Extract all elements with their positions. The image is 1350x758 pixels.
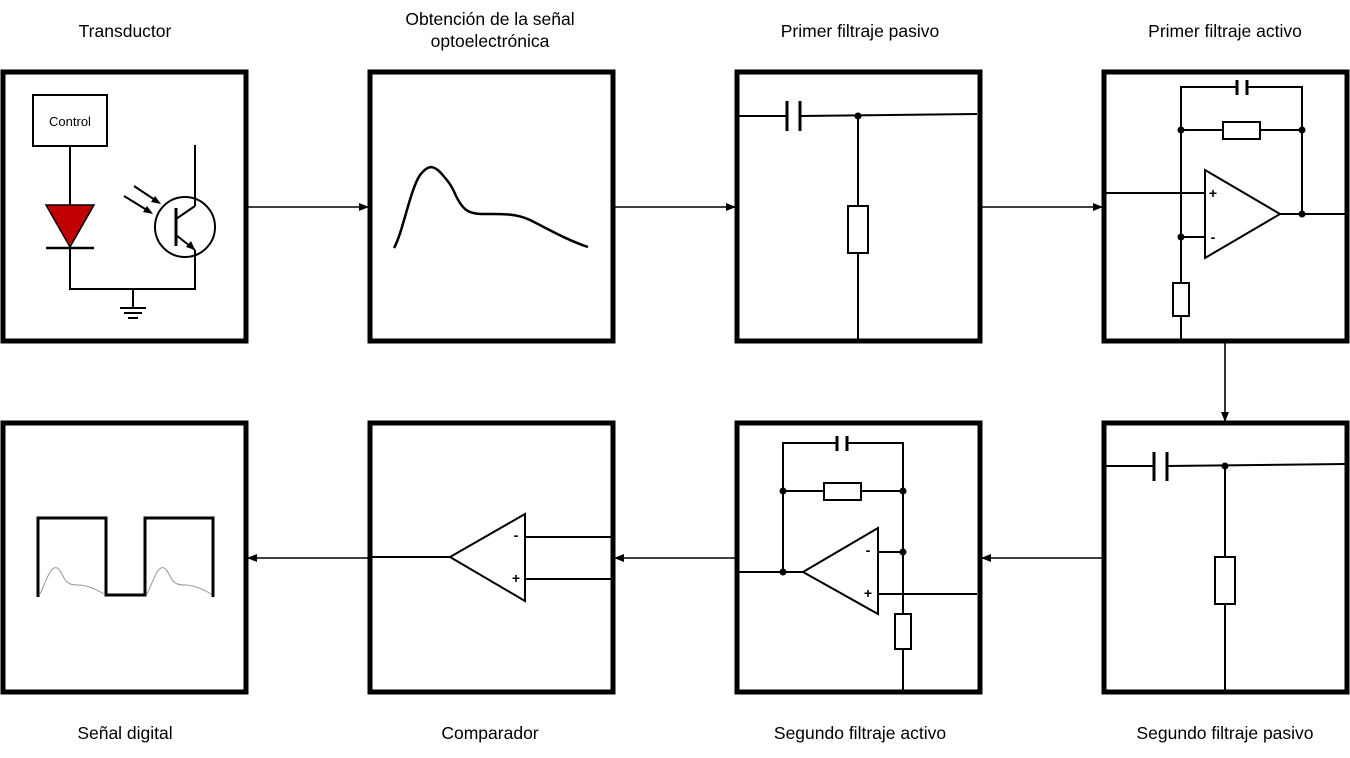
- led-icon: [44, 204, 96, 249]
- label-obtencion-line1: Obtención de la señal: [405, 9, 575, 29]
- comparator-circuit: [372, 512, 611, 603]
- label-segundo-filtraje-pasivo: Segundo filtraje pasivo: [1136, 723, 1314, 743]
- block-senal-digital: [0, 420, 249, 695]
- opamp-plus-sign: +: [864, 585, 872, 601]
- block-comparador: [367, 420, 616, 695]
- analog-overlay-waveform: [146, 567, 212, 595]
- passive-filter-2: [1106, 452, 1346, 690]
- opamp-minus-sign: -: [1211, 229, 1216, 245]
- label-obtencion: Obtención de la señal optoelectrónica: [330, 8, 650, 52]
- block-transductor: [0, 69, 249, 344]
- resistor-icon: [847, 205, 869, 254]
- label-senal-digital: Señal digital: [77, 723, 173, 743]
- label-primer-filtraje-activo: Primer filtraje activo: [1148, 21, 1302, 41]
- label-primer-filtraje-pasivo: Primer filtraje pasivo: [780, 21, 940, 41]
- resistor-icon: [823, 482, 862, 501]
- label-comparador: Comparador: [441, 723, 539, 743]
- opamp-minus-sign: -: [866, 542, 871, 558]
- passive-filter-1: [739, 101, 978, 339]
- phototransistor-icon: [154, 196, 216, 258]
- block-segundo-filtraje-pasivo: [1101, 420, 1350, 695]
- comparator-opamp-icon: [448, 512, 526, 603]
- control-label: Control: [49, 114, 91, 129]
- resistor-icon: [1172, 282, 1190, 317]
- resistor-icon: [894, 613, 912, 650]
- label-obtencion-line2: optoelectrónica: [430, 31, 550, 51]
- block-primer-filtraje-activo: [1101, 69, 1350, 344]
- resistor-icon: [1222, 121, 1261, 140]
- transducer-circuit: [32, 94, 216, 319]
- block-obtencion: [367, 69, 616, 344]
- active-filter-2: [739, 436, 977, 690]
- active-filter-1: [1106, 80, 1345, 339]
- control-box: [32, 94, 108, 147]
- opamp-icon: [1204, 168, 1282, 260]
- block-segundo-filtraje-activo: [734, 420, 983, 695]
- label-segundo-filtraje-activo: Segundo filtraje activo: [773, 723, 947, 743]
- resistor-icon: [1214, 556, 1236, 605]
- block-primer-filtraje-pasivo: [734, 69, 983, 344]
- optoelectronic-waveform: [392, 165, 589, 249]
- opamp-plus-sign: +: [1209, 185, 1217, 201]
- label-transductor: Transductor: [78, 21, 172, 41]
- digital-square-wave: [36, 516, 215, 597]
- comparator-plus-sign: +: [512, 570, 520, 586]
- opamp-icon: [800, 526, 879, 616]
- comparator-minus-sign: -: [514, 527, 519, 543]
- analog-overlay-waveform: [39, 567, 105, 595]
